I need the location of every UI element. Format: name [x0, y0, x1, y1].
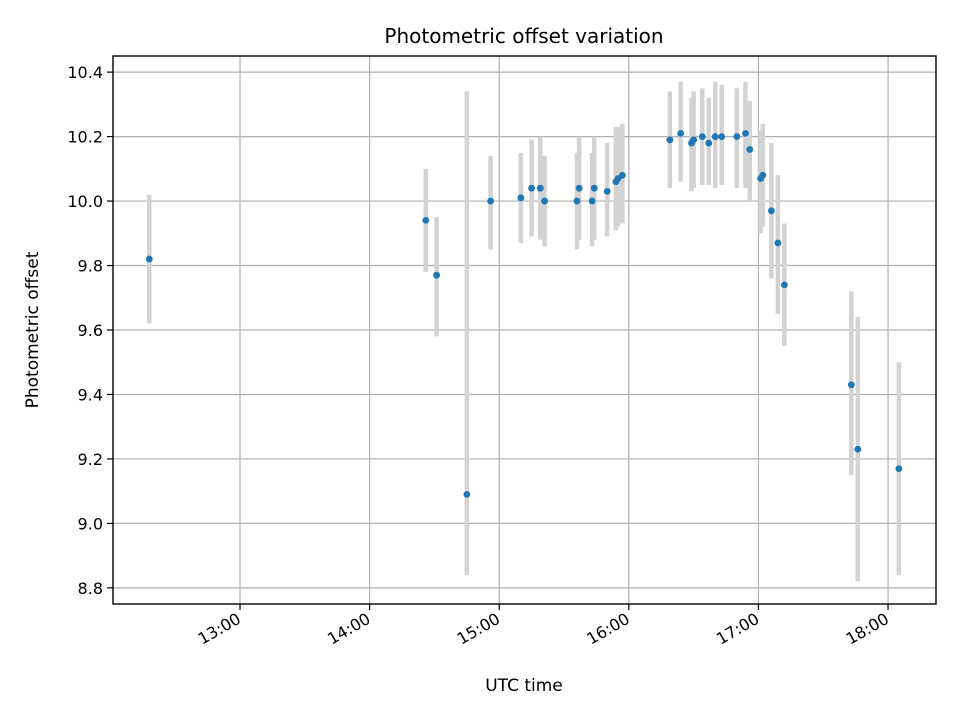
data-point — [590, 184, 598, 192]
x-tick-label: 18:00 — [843, 609, 892, 649]
x-axis-label: UTC time — [485, 676, 563, 696]
data-point — [588, 197, 596, 205]
grid — [113, 56, 936, 604]
data-point — [774, 239, 782, 247]
y-axis-label: Photometric offset — [23, 251, 43, 408]
data-point — [854, 445, 862, 453]
x-tick-label: 13:00 — [195, 609, 244, 649]
data-point — [573, 197, 581, 205]
y-tick-label: 9.4 — [78, 385, 103, 404]
data-point — [145, 255, 153, 263]
data-point — [666, 136, 674, 144]
x-tick-label: 17:00 — [713, 609, 762, 649]
data-point — [603, 187, 611, 195]
x-tick-label: 14:00 — [324, 609, 373, 649]
y-axis: 8.8 9.0 9.2 9.4 9.6 9.8 10.0 10.2 10.4 — [67, 63, 113, 598]
data-point — [718, 133, 726, 140]
data-point — [847, 381, 855, 389]
data-point — [895, 465, 903, 473]
y-tick-label: 9.6 — [78, 321, 103, 340]
data-point — [463, 491, 471, 498]
data-points — [145, 129, 903, 498]
y-tick-label: 8.8 — [78, 579, 103, 598]
data-point — [698, 133, 706, 140]
data-point — [433, 271, 440, 279]
y-tick-label: 10.0 — [67, 192, 103, 211]
x-tick-label: 15:00 — [454, 609, 503, 649]
data-point — [487, 197, 494, 205]
data-point — [733, 133, 741, 140]
data-point — [677, 129, 685, 137]
y-tick-label: 10.2 — [67, 128, 103, 147]
data-point — [541, 197, 548, 205]
data-point — [690, 136, 698, 144]
data-point — [780, 281, 788, 289]
y-tick-label: 9.2 — [78, 450, 103, 469]
chart-title: Photometric offset variation — [384, 24, 663, 48]
y-tick-label: 9.8 — [78, 257, 103, 276]
data-point — [759, 171, 767, 179]
x-tick-label: 16:00 — [583, 609, 632, 649]
data-point — [517, 194, 525, 202]
x-axis: 13:00 14:00 15:00 16:00 17:00 18:00 — [195, 604, 892, 649]
data-point — [536, 184, 544, 192]
data-point — [705, 139, 713, 147]
y-tick-label: 9.0 — [78, 514, 103, 533]
data-point — [528, 184, 536, 192]
data-point — [742, 129, 749, 137]
data-point — [618, 171, 626, 179]
error-bars — [147, 81, 902, 582]
data-point — [768, 207, 775, 215]
data-point — [575, 184, 583, 192]
y-tick-label: 10.4 — [67, 63, 103, 82]
data-point — [746, 146, 754, 153]
data-point — [711, 133, 719, 140]
data-point — [422, 217, 430, 224]
